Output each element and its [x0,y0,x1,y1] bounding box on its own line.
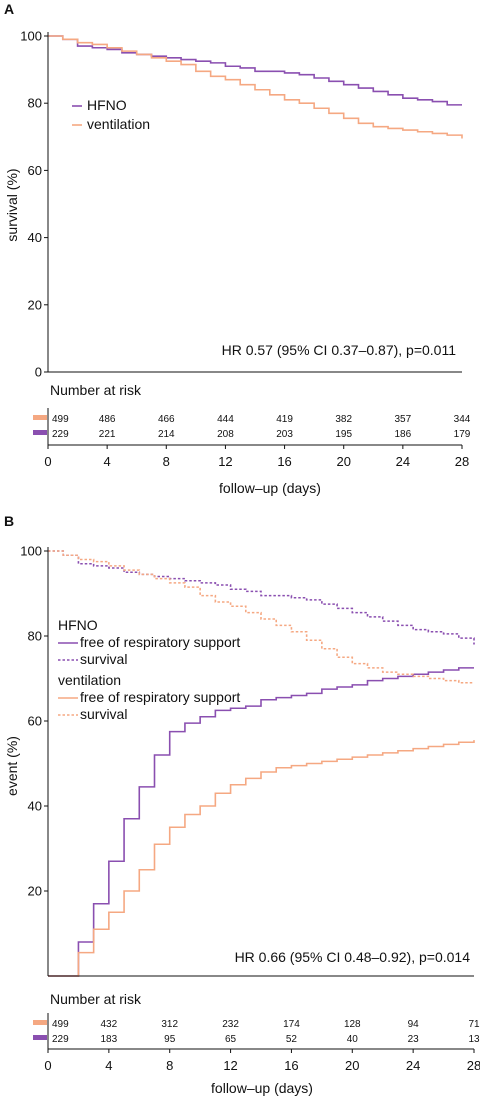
panel-a-x-tick-label: 16 [277,454,291,469]
panel-b-risk-marker-ventilation [33,1020,47,1025]
panel-b-risk-count-ventilation: 94 [408,1019,420,1030]
panel-b-risk-count-ventilation: 174 [283,1019,300,1030]
panel-b-risk-count-hfno: 229 [52,1034,69,1045]
panel-b-risk-count-ventilation: 232 [222,1019,239,1030]
panel-a-risk-count-ventilation: 419 [276,414,293,425]
panel-b-x-tick-label: 16 [284,1058,298,1073]
panel-b-series-hfno-solid-line [48,667,474,977]
panel-b-risk-count-ventilation: 128 [344,1019,361,1030]
panel-a-risk-count-ventilation: 466 [158,414,175,425]
panel-b-risk-count-hfno: 95 [164,1034,176,1045]
panel-a-risk-count-hfno: 214 [158,429,175,440]
panel-a-y-tick-label: 100 [20,29,42,44]
panel-a-y-tick-label: 20 [28,297,42,312]
panel-b-risk-count-ventilation: 499 [52,1019,69,1030]
panel-a-x-tick-label: 20 [336,454,350,469]
panel-b-risk-count-ventilation: 71 [468,1019,480,1030]
panel-b-risk-count-hfno: 40 [347,1034,359,1045]
panel-a-risk-count-hfno: 208 [217,429,234,440]
panel-b-y-tick-label: 80 [28,629,42,644]
panel-b-risk-count-hfno: 23 [408,1034,420,1045]
panel-b-risk-count-hfno: 52 [286,1034,298,1045]
panel-b-y-tick-label: 40 [28,799,42,814]
panel-b-series-ventilation-solid-line [48,740,475,977]
panel-a-x-tick-label: 8 [163,454,170,469]
panel-a-legend-item-ventilation: ventilation [87,116,150,132]
panel-b-hazard-ratio: HR 0.66 (95% CI 0.48–0.92), p=0.014 [235,949,471,965]
panel-b-legend-item: survival [80,651,127,667]
panel-a-y-tick-label: 60 [28,163,42,178]
panel-b-risk-header: Number at risk [50,991,142,1007]
panel-b-risk-count-ventilation: 432 [101,1019,118,1030]
panel-a-risk-count-hfno: 195 [335,429,352,440]
panel-a-risk-count-hfno: 186 [395,429,412,440]
panel-a-risk-count-ventilation: 486 [99,414,116,425]
panel-a-risk-count-hfno: 229 [52,429,69,440]
panel-b-x-tick-label: 4 [105,1058,112,1073]
panel-b-risk-count-hfno: 183 [101,1034,118,1045]
panel-a-x-tick-label: 0 [44,454,51,469]
panel-a-x-tick-label: 24 [396,454,410,469]
panel-a-risk-count-hfno: 221 [99,429,116,440]
panel-b-x-tick-label: 28 [467,1058,480,1073]
panel-b-legend-item: survival [80,706,127,722]
panel-a-series-ventilation-solid-line [48,35,463,139]
panel-a-risk-marker-ventilation [33,415,47,420]
panel-b-y-axis-title: event (%) [4,736,20,796]
panel-a-x-tick-label: 4 [104,454,111,469]
panel-b-legend-item: free of respiratory support [80,689,240,705]
panel-b-y-tick-label: 100 [20,544,42,559]
panel-a-hazard-ratio: HR 0.57 (95% CI 0.37–0.87), p=0.011 [222,342,457,358]
panel-b-risk-count-ventilation: 312 [161,1019,178,1030]
panel-a-risk-marker-hfno [33,430,47,435]
panel-b-letter: B [4,513,14,529]
panel-a-x-axis-title: follow–up (days) [219,480,321,496]
panel-b-y-tick-label: 60 [28,714,42,729]
panel-b-x-tick-label: 12 [223,1058,237,1073]
panel-b-risk-count-hfno: 13 [468,1034,480,1045]
panel-a-x-tick-label: 12 [218,454,232,469]
panel-a-risk-count-ventilation: 344 [454,414,471,425]
panel-a-y-axis-title: survival (%) [4,168,20,241]
panel-a-risk-header: Number at risk [50,382,142,398]
panel-b-x-tick-label: 20 [345,1058,359,1073]
panel-a-legend-item-hfno: HFNO [87,97,127,113]
panel-a-y-tick-label: 80 [28,96,42,111]
panel-a-risk-count-hfno: 203 [276,429,293,440]
panel-b-legend-group-hfno: HFNO [58,617,98,633]
panel-a-risk-count-ventilation: 444 [217,414,234,425]
panel-a-x-tick-label: 28 [455,454,469,469]
panel-b-risk-count-hfno: 65 [225,1034,237,1045]
panel-a-risk-count-ventilation: 357 [395,414,412,425]
panel-b-series-ventilation-dotted-line [48,550,474,684]
panel-b-x-tick-label: 24 [406,1058,420,1073]
panel-b-x-tick-label: 8 [166,1058,173,1073]
panel-a-risk-count-ventilation: 382 [335,414,352,425]
panel-b-x-tick-label: 0 [44,1058,51,1073]
panel-a-risk-count-hfno: 179 [454,429,471,440]
panel-b-legend-group-ventilation: ventilation [58,672,121,688]
panel-a-y-tick-label: 40 [28,230,42,245]
panel-a-y-tick-label: 0 [35,365,42,380]
panel-b-x-axis-title: follow–up (days) [211,1080,313,1096]
panel-a-risk-count-ventilation: 499 [52,414,69,425]
panel-b-series-hfno-dotted-line [48,550,475,645]
panel-a-letter: A [4,1,14,17]
panel-b-risk-marker-hfno [33,1035,47,1040]
panel-a-series-hfno-solid-line [48,35,462,106]
panel-b-legend-item: free of respiratory support [80,634,240,650]
panel-b-y-tick-label: 20 [28,884,42,899]
